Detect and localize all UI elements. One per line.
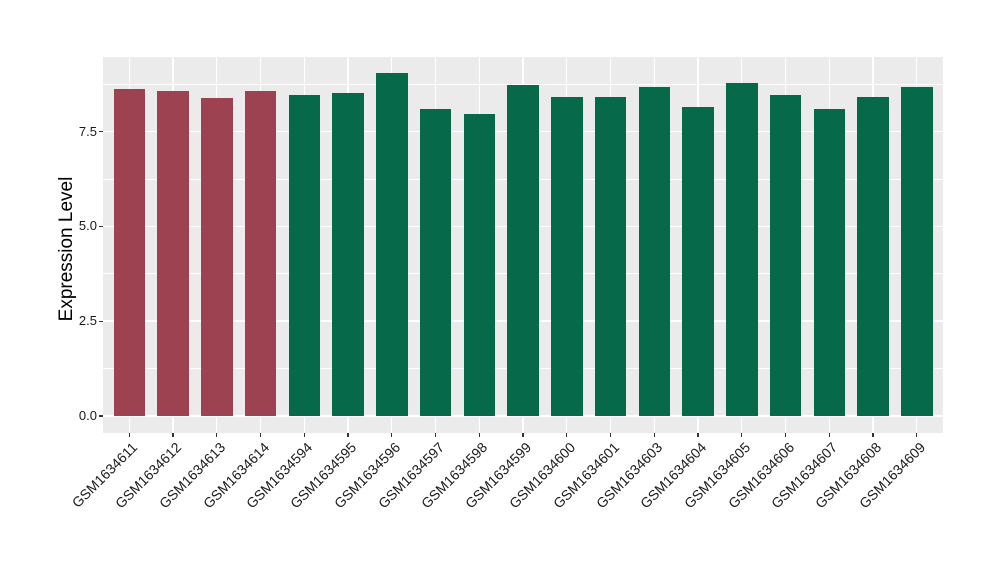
x-axis-tick-mark <box>172 433 174 437</box>
bar-GSM1634603 <box>638 86 670 416</box>
x-axis-tick-mark <box>522 433 524 437</box>
bar-GSM1634611 <box>113 88 145 416</box>
x-axis-tick-mark <box>303 433 305 437</box>
plot-panel <box>103 57 943 433</box>
y-axis-tick-mark <box>99 415 103 417</box>
x-axis-tick-mark <box>347 433 349 437</box>
x-axis-tick-mark <box>566 433 568 437</box>
bar-GSM1634613 <box>201 97 233 416</box>
bar-GSM1634605 <box>726 82 758 416</box>
bar-GSM1634598 <box>463 113 495 416</box>
bar-GSM1634607 <box>813 108 845 416</box>
x-axis-tick-mark <box>128 433 130 437</box>
x-axis-tick-mark <box>391 433 393 437</box>
x-axis-tick-mark <box>653 433 655 437</box>
bar-GSM1634594 <box>288 94 320 416</box>
bar-GSM1634609 <box>901 86 933 416</box>
bar-GSM1634612 <box>157 91 189 416</box>
y-axis-tick-label: 2.5 <box>78 313 97 329</box>
bar-GSM1634600 <box>551 97 583 416</box>
x-axis-tick-mark <box>872 433 874 437</box>
bar-GSM1634608 <box>857 97 889 416</box>
x-axis-tick-mark <box>916 433 918 437</box>
y-axis-tick-label: 0.0 <box>78 407 97 423</box>
bar-GSM1634596 <box>376 73 408 416</box>
bar-GSM1634614 <box>244 90 277 416</box>
bar-GSM1634597 <box>419 108 452 416</box>
y-axis-tick-mark <box>99 225 103 227</box>
y-axis-tick-mark <box>99 320 103 322</box>
bar-GSM1634604 <box>682 107 714 416</box>
x-axis-tick-mark <box>609 433 612 437</box>
x-axis-tick-mark <box>434 433 437 437</box>
x-axis-tick-mark <box>259 433 262 437</box>
bar-GSM1634601 <box>594 96 627 416</box>
y-axis-title: Expression Level <box>56 176 77 322</box>
y-axis-tick-label: 7.5 <box>78 123 97 139</box>
y-axis-tick-mark <box>99 131 103 133</box>
bar-GSM1634595 <box>332 93 364 416</box>
x-axis-tick-mark <box>784 433 787 437</box>
x-axis-tick-mark <box>216 433 218 437</box>
x-axis-tick-mark <box>828 433 830 437</box>
y-axis-tick-label: 5.0 <box>78 218 97 234</box>
x-axis-tick-mark <box>478 433 480 437</box>
x-axis-tick-mark <box>697 433 699 437</box>
bar-GSM1634606 <box>769 94 802 416</box>
x-axis-tick-mark <box>741 433 743 437</box>
bar-GSM1634599 <box>507 85 539 416</box>
